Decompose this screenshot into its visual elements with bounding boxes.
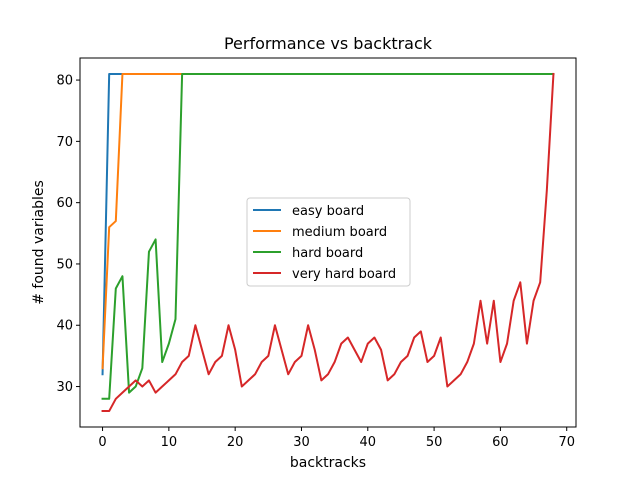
legend-label-3: very hard board — [292, 267, 396, 282]
y-tick-label: 40 — [56, 319, 73, 334]
y-tick-label: 70 — [56, 135, 73, 150]
chart-title: Performance vs backtrack — [224, 34, 433, 53]
legend-label-1: medium board — [292, 225, 387, 240]
legend: easy board medium board hard board very har… — [246, 197, 411, 287]
series-line-2 — [101, 72, 555, 400]
series-layer — [101, 72, 555, 413]
x-axis: 0 10 20 30 40 50 60 70 — [98, 427, 575, 450]
legend-label-0: easy board — [292, 204, 364, 219]
y-axis-title: # found variables — [31, 180, 47, 305]
y-tick-label: 80 — [56, 74, 73, 89]
x-tick-label: 10 — [161, 435, 178, 450]
series-line-3 — [101, 72, 555, 413]
x-tick-label: 20 — [227, 435, 244, 450]
x-tick-label: 60 — [492, 435, 509, 450]
x-tick-label: 40 — [360, 435, 377, 450]
legend-box — [246, 197, 411, 287]
y-tick-label: 30 — [56, 380, 73, 395]
x-tick-label: 70 — [558, 435, 575, 450]
y-tick-label: 50 — [56, 257, 73, 272]
y-axis: 30 40 50 60 70 80 — [56, 74, 80, 395]
y-tick-label: 60 — [56, 196, 73, 211]
x-tick-label: 30 — [293, 435, 310, 450]
plot-frame — [79, 57, 577, 428]
x-tick-label: 0 — [98, 435, 106, 450]
x-tick-label: 50 — [426, 435, 443, 450]
x-axis-title: backtracks — [290, 455, 366, 471]
legend-label-2: hard board — [292, 246, 363, 261]
